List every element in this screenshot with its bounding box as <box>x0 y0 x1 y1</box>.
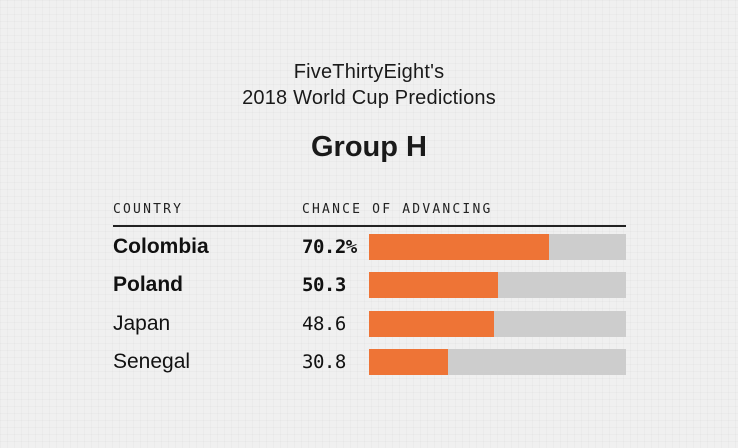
table-row: Poland 50.3 <box>113 266 626 304</box>
chance-bar-fill <box>369 272 499 299</box>
chance-bar-track <box>369 310 626 337</box>
chance-bar-fill <box>369 310 494 337</box>
predictions-table: COUNTRY CHANCE OF ADVANCING Colombia 70.… <box>113 202 626 381</box>
column-header-chance: CHANCE OF ADVANCING <box>302 202 493 217</box>
country-label: Senegal <box>113 349 191 373</box>
chance-bar-track <box>369 348 626 375</box>
chance-bar-track <box>369 234 626 261</box>
publisher-title: FiveThirtyEight's <box>293 61 445 83</box>
chance-value: 30.8 <box>302 350 346 373</box>
column-header-country: COUNTRY <box>113 202 184 217</box>
chance-value: 50.3 <box>302 274 346 297</box>
chance-bar-fill <box>369 234 550 261</box>
table-rows: Colombia 70.2% Poland 50.3 Japan 48.6 <box>113 227 626 381</box>
chart-title: 2018 World Cup Predictions <box>242 87 496 109</box>
chance-bar-track <box>369 272 626 299</box>
table-row: Japan 48.6 <box>113 305 626 343</box>
chart-header: FiveThirtyEight's 2018 World Cup Predict… <box>0 59 738 111</box>
table-column-headers: COUNTRY CHANCE OF ADVANCING <box>113 202 626 227</box>
group-title: Group H <box>311 131 427 163</box>
country-label: Colombia <box>113 235 209 259</box>
chance-bar-fill <box>369 348 449 375</box>
table-row: Senegal 30.8 <box>113 343 626 381</box>
country-label: Poland <box>113 273 184 297</box>
table-row: Colombia 70.2% <box>113 228 626 266</box>
country-label: Japan <box>113 311 171 335</box>
chance-value: 70.2% <box>302 236 357 259</box>
chance-value: 48.6 <box>302 312 346 335</box>
